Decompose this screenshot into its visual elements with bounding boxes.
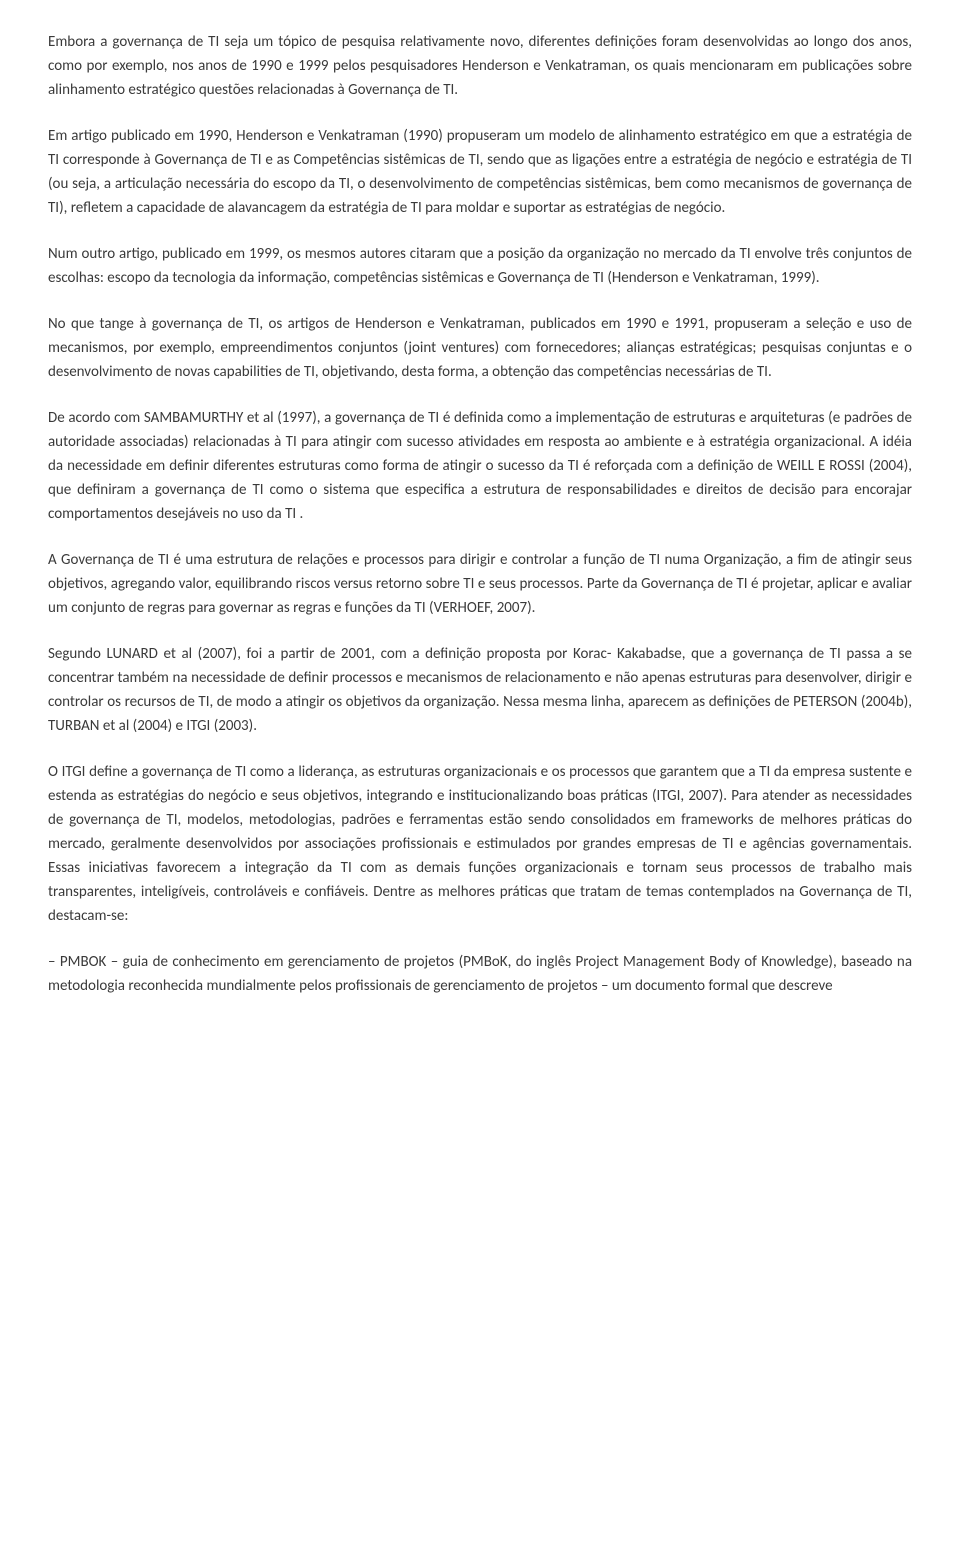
paragraph: Num outro artigo, publicado em 1999, os …	[48, 242, 912, 290]
document-body: Embora a governança de TI seja um tópico…	[48, 30, 912, 998]
paragraph: Embora a governança de TI seja um tópico…	[48, 30, 912, 102]
paragraph: Em artigo publicado em 1990, Henderson e…	[48, 124, 912, 220]
paragraph: A Governança de TI é uma estrutura de re…	[48, 548, 912, 620]
paragraph: De acordo com SAMBAMURTHY et al (1997), …	[48, 406, 912, 526]
paragraph: No que tange à governança de TI, os arti…	[48, 312, 912, 384]
paragraph: Segundo LUNARD et al (2007), foi a parti…	[48, 642, 912, 738]
paragraph: O ITGI define a governança de TI como a …	[48, 760, 912, 928]
paragraph: – PMBOK – guia de conhecimento em gerenc…	[48, 950, 912, 998]
